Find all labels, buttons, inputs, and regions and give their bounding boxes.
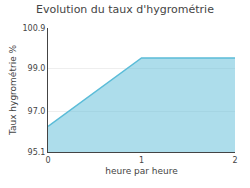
- svg-text:100.9: 100.9: [22, 24, 45, 33]
- svg-text:1: 1: [139, 156, 144, 165]
- svg-text:95.1: 95.1: [28, 148, 46, 157]
- svg-text:99.0: 99.0: [28, 64, 46, 73]
- svg-text:0: 0: [45, 156, 50, 165]
- svg-text:Taux hygrométrie %: Taux hygrométrie %: [8, 44, 18, 136]
- svg-text:97.0: 97.0: [28, 107, 46, 116]
- svg-text:heure par heure: heure par heure: [105, 166, 178, 176]
- svg-text:Evolution du taux d'hygrométri: Evolution du taux d'hygrométrie: [36, 3, 214, 16]
- svg-text:2: 2: [232, 156, 237, 165]
